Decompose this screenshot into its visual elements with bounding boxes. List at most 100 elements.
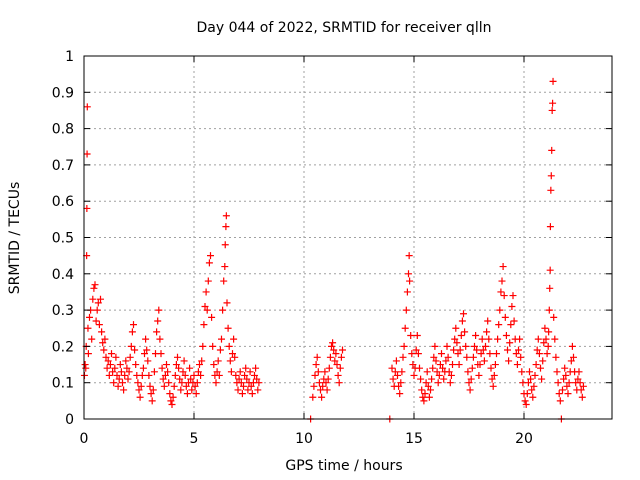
data-point (101, 335, 109, 343)
data-point (222, 223, 230, 231)
data-point (180, 357, 188, 365)
data-point (548, 146, 556, 154)
data-point (197, 371, 205, 379)
data-point (310, 382, 318, 390)
data-point (121, 371, 129, 379)
data-point (322, 379, 330, 387)
data-point (535, 350, 543, 358)
data-point (516, 335, 524, 343)
data-point (553, 368, 561, 376)
data-point (329, 339, 337, 347)
data-point (454, 350, 462, 358)
data-point (142, 335, 150, 343)
data-point (545, 328, 553, 336)
y-tick-label: 0.3 (52, 303, 74, 319)
data-point (544, 342, 552, 350)
data-point (128, 328, 136, 336)
data-point (132, 361, 140, 369)
data-point (252, 364, 260, 372)
data-point (175, 364, 183, 372)
data-point (188, 386, 196, 394)
data-point (83, 204, 91, 212)
data-point (493, 350, 500, 358)
data-point (546, 223, 554, 231)
data-point (339, 346, 346, 354)
data-point (81, 361, 89, 369)
data-point (205, 259, 213, 267)
data-point (254, 386, 262, 394)
data-point (333, 361, 341, 369)
data-point (210, 361, 218, 369)
data-point (207, 252, 214, 260)
data-point (497, 288, 505, 296)
data-point (224, 324, 232, 332)
data-point (156, 335, 164, 343)
data-point (498, 277, 506, 285)
data-point (464, 368, 472, 376)
data-point (485, 335, 493, 343)
data-point (106, 361, 114, 369)
data-point (567, 357, 575, 365)
data-point (430, 353, 438, 361)
data-point (196, 361, 203, 369)
x-tick-label: 0 (80, 431, 89, 447)
data-point (183, 390, 191, 398)
data-point (146, 382, 154, 390)
data-point (400, 342, 408, 350)
data-point (325, 364, 333, 372)
data-point (150, 368, 158, 376)
data-point (97, 295, 104, 303)
data-point (419, 393, 427, 401)
data-point (475, 371, 483, 379)
data-point (559, 386, 566, 394)
data-point (314, 368, 322, 376)
data-point (204, 277, 212, 285)
data-point (311, 371, 319, 379)
data-point (528, 386, 536, 394)
y-tick-label: 0.8 (52, 122, 74, 138)
data-point (334, 371, 342, 379)
data-point (391, 368, 399, 376)
data-point (149, 386, 157, 394)
data-point (103, 364, 111, 372)
data-point (147, 390, 155, 398)
data-point (436, 361, 444, 369)
data-point (450, 346, 458, 354)
data-point (577, 386, 585, 394)
data-point (478, 335, 486, 343)
data-point (120, 386, 128, 394)
y-tick-label: 0.4 (52, 267, 74, 283)
data-point (220, 277, 228, 285)
data-point (508, 302, 516, 310)
data-point (219, 306, 227, 314)
data-point (176, 375, 184, 383)
y-axis-label: SRMTID / TECUs (7, 182, 23, 295)
data-point (192, 390, 200, 398)
data-point (452, 324, 460, 332)
data-point (209, 342, 217, 350)
data-point (420, 397, 428, 405)
data-point (163, 361, 170, 369)
data-point (501, 313, 509, 321)
data-point (472, 332, 480, 340)
data-point (102, 353, 110, 361)
data-point (398, 368, 406, 376)
data-point (533, 346, 541, 354)
data-point (471, 342, 478, 350)
data-point (251, 371, 258, 379)
data-point (221, 241, 229, 249)
data-point (431, 342, 439, 350)
data-point (476, 361, 484, 369)
data-point (529, 393, 537, 401)
data-point (201, 302, 209, 310)
data-point (537, 364, 544, 372)
data-point (227, 368, 235, 376)
data-point (248, 390, 256, 398)
data-point (480, 357, 488, 365)
data-point (319, 382, 327, 390)
data-point (406, 277, 414, 285)
data-point (555, 390, 563, 398)
data-point (531, 371, 539, 379)
data-point (144, 357, 152, 365)
